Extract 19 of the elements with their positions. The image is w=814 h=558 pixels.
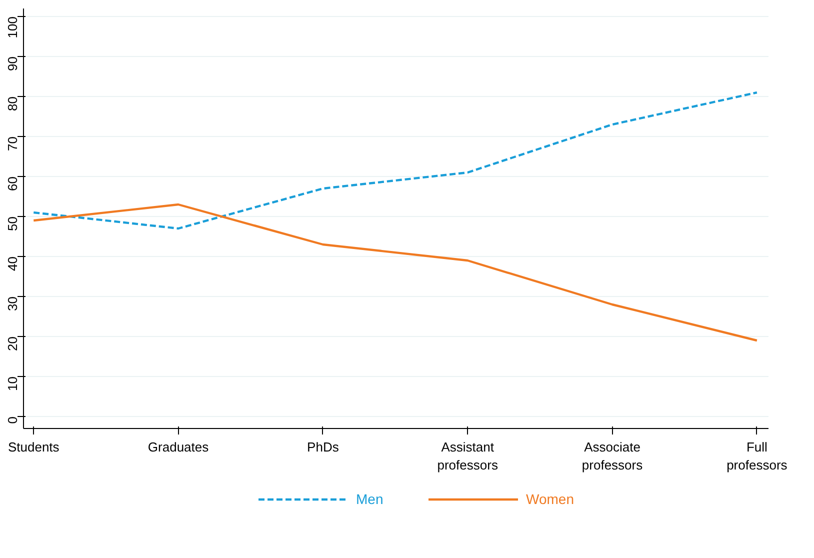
y-tick-label: 10 bbox=[5, 376, 20, 391]
y-tick-label: 50 bbox=[5, 216, 20, 231]
y-tick-label: 30 bbox=[5, 296, 20, 311]
y-tick-label: 20 bbox=[5, 336, 20, 351]
x-tick-label: PhDs bbox=[307, 440, 340, 454]
x-tick-label: Associate professors bbox=[582, 440, 644, 472]
x-tick-label: Students bbox=[8, 440, 60, 454]
x-tick-label: Assistant professors bbox=[437, 440, 498, 472]
text: Women bbox=[526, 491, 574, 507]
text: Men bbox=[356, 491, 384, 507]
y-tick-label: 80 bbox=[5, 96, 20, 111]
x-tick-label: Full professors bbox=[726, 440, 788, 472]
y-tick-label: 70 bbox=[5, 136, 20, 151]
y-tick-label: 0 bbox=[5, 416, 20, 424]
x-tick-label: Graduates bbox=[148, 440, 210, 454]
y-tick-label: 100 bbox=[5, 16, 20, 38]
y-tick-label: 90 bbox=[5, 56, 20, 71]
y-tick-label: 60 bbox=[5, 176, 20, 191]
y-tick-label: 40 bbox=[5, 256, 20, 271]
